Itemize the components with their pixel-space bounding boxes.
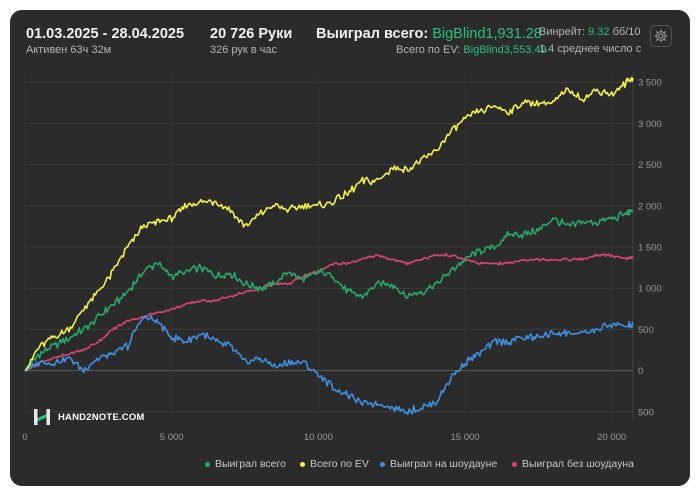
winrate-unit: бб/10 <box>609 26 641 38</box>
y-tick-label: 500 <box>638 407 654 418</box>
winrate-value: 9.32 <box>588 26 610 38</box>
y-tick-label: 3 000 <box>638 119 662 130</box>
y-tick-label: 500 <box>638 325 654 336</box>
winrate-summary: Винрейт: 9.32 бб/10 <box>539 26 642 38</box>
y-tick-label: 0 <box>638 366 643 377</box>
legend-label-non-showdown: Выиграл без шоудауна <box>522 458 634 470</box>
hand2note-logo-icon <box>34 409 50 425</box>
ev-total-value: BigBlind3,553.49 <box>463 44 547 56</box>
settings-button[interactable] <box>650 25 672 47</box>
y-tick-label: 2 000 <box>638 201 662 212</box>
x-tick-label: 5 000 <box>160 432 184 443</box>
legend-dot-non-showdown <box>512 461 517 467</box>
x-tick-label: 10 000 <box>304 432 333 443</box>
chart-card: 01.03.2025 - 28.04.2025 Активен 63ч 32м … <box>10 10 690 486</box>
series-line-non-showdown <box>24 252 634 372</box>
legend-dot-won-total <box>205 461 210 467</box>
legend-dot-ev-total <box>300 461 305 467</box>
hand2note-logo: HAND2NOTE.COM <box>32 407 145 427</box>
gear-icon <box>654 29 668 43</box>
legend-item-showdown[interactable]: Выиграл на шоудауне <box>380 458 497 470</box>
x-tick-label: 0 <box>22 432 27 443</box>
won-total-summary: Выиграл всего: BigBlind1,931.28 <box>316 26 542 42</box>
logo-text: HAND2NOTE.COM <box>58 411 145 423</box>
series-line-won-total <box>24 209 634 372</box>
legend-item-won-total[interactable]: Выиграл всего <box>205 458 286 470</box>
chart-svg: 500 0 500 1 000 1 500 2 000 2 500 3 000 3 500 0 5… <box>22 74 662 443</box>
legend-label-showdown: Выиграл на шоудауне <box>390 458 498 470</box>
legend-item-ev-total[interactable]: Всего по EV <box>300 458 369 470</box>
y-tick-label: 3 500 <box>638 78 662 89</box>
hands-count: 20 726 Руки <box>210 26 293 42</box>
y-tick-label: 1 500 <box>638 243 662 254</box>
x-tick-label: 20 000 <box>597 432 626 443</box>
legend-label-won-total: Выиграл всего <box>215 458 286 470</box>
series-line-ev-total <box>24 76 634 372</box>
active-time: Активен 63ч 32м <box>26 44 112 56</box>
winrate-label: Винрейт: <box>539 26 589 38</box>
won-total-label: Выиграл всего: <box>316 26 433 42</box>
date-range: 01.03.2025 - 28.04.2025 <box>26 26 185 42</box>
legend-item-non-showdown[interactable]: Выиграл без шоудауна <box>512 458 634 470</box>
ev-total-label: Всего по EV: <box>396 44 464 56</box>
series-line-showdown <box>24 315 634 416</box>
x-tick-label: 15 000 <box>450 432 479 443</box>
ev-total-summary: Всего по EV: BigBlind3,553.49 <box>396 44 547 56</box>
legend-dot-showdown <box>380 461 385 467</box>
legend-label-ev-total: Всего по EV <box>310 458 369 470</box>
y-tick-label: 2 500 <box>638 160 662 171</box>
avg-summary: 1.4 среднее число с <box>539 43 642 55</box>
won-total-value: BigBlind1,931.28 <box>432 26 542 42</box>
hands-per-hour: 326 рук в час <box>210 44 278 56</box>
y-tick-label: 1 000 <box>638 284 662 295</box>
